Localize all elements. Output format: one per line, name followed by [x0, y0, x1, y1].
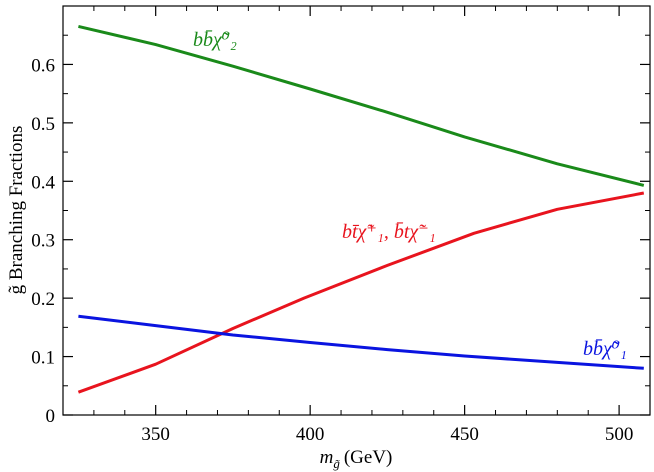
series-label-b-bbar-chi02: bb̄χ̃⁰₂: [193, 29, 237, 51]
x-tick-label: 400: [296, 424, 325, 445]
line-b-bbar-chi02: [78, 24, 645, 187]
series-label-b-bbar-chi01: bb̄χ̃⁰₁: [583, 338, 627, 360]
x-axis-variable: m: [320, 447, 334, 468]
y-tick-label: 0.4: [31, 172, 55, 193]
y-tick-label: 0.1: [31, 348, 55, 369]
y-tick-label: 0.6: [31, 55, 55, 76]
x-tick-label: 350: [141, 424, 170, 445]
plot-frame: [62, 5, 651, 416]
axis-ticks: [63, 6, 651, 416]
line-b-bbar-chi01: [78, 314, 644, 370]
x-tick-label: 450: [450, 424, 479, 445]
x-axis-title: mg̃ (GeV): [320, 447, 393, 471]
y-tick-label: 0: [46, 406, 56, 427]
x-axis-subscript: g̃: [333, 456, 340, 471]
x-tick-label: 500: [605, 424, 634, 445]
series-lines: [77, 24, 645, 394]
y-tick-label: 0.3: [31, 231, 55, 252]
y-tick-label: 0.2: [31, 289, 55, 310]
axis-tick-labels: 350 400 450 500 0 0.1 0.2 0.3 0.4 0.5 0.6: [31, 55, 633, 445]
series-label-b-tbar-chi1: bt̄χ̃⁺₁, b̄tχ̃⁻₁: [342, 221, 436, 243]
line-b-tbar-chi1: [77, 191, 645, 394]
y-tick-label: 0.5: [31, 114, 55, 135]
y-axis-title: g̃ Branching Fractions: [6, 126, 27, 295]
x-axis-unit: (GeV): [344, 447, 393, 468]
